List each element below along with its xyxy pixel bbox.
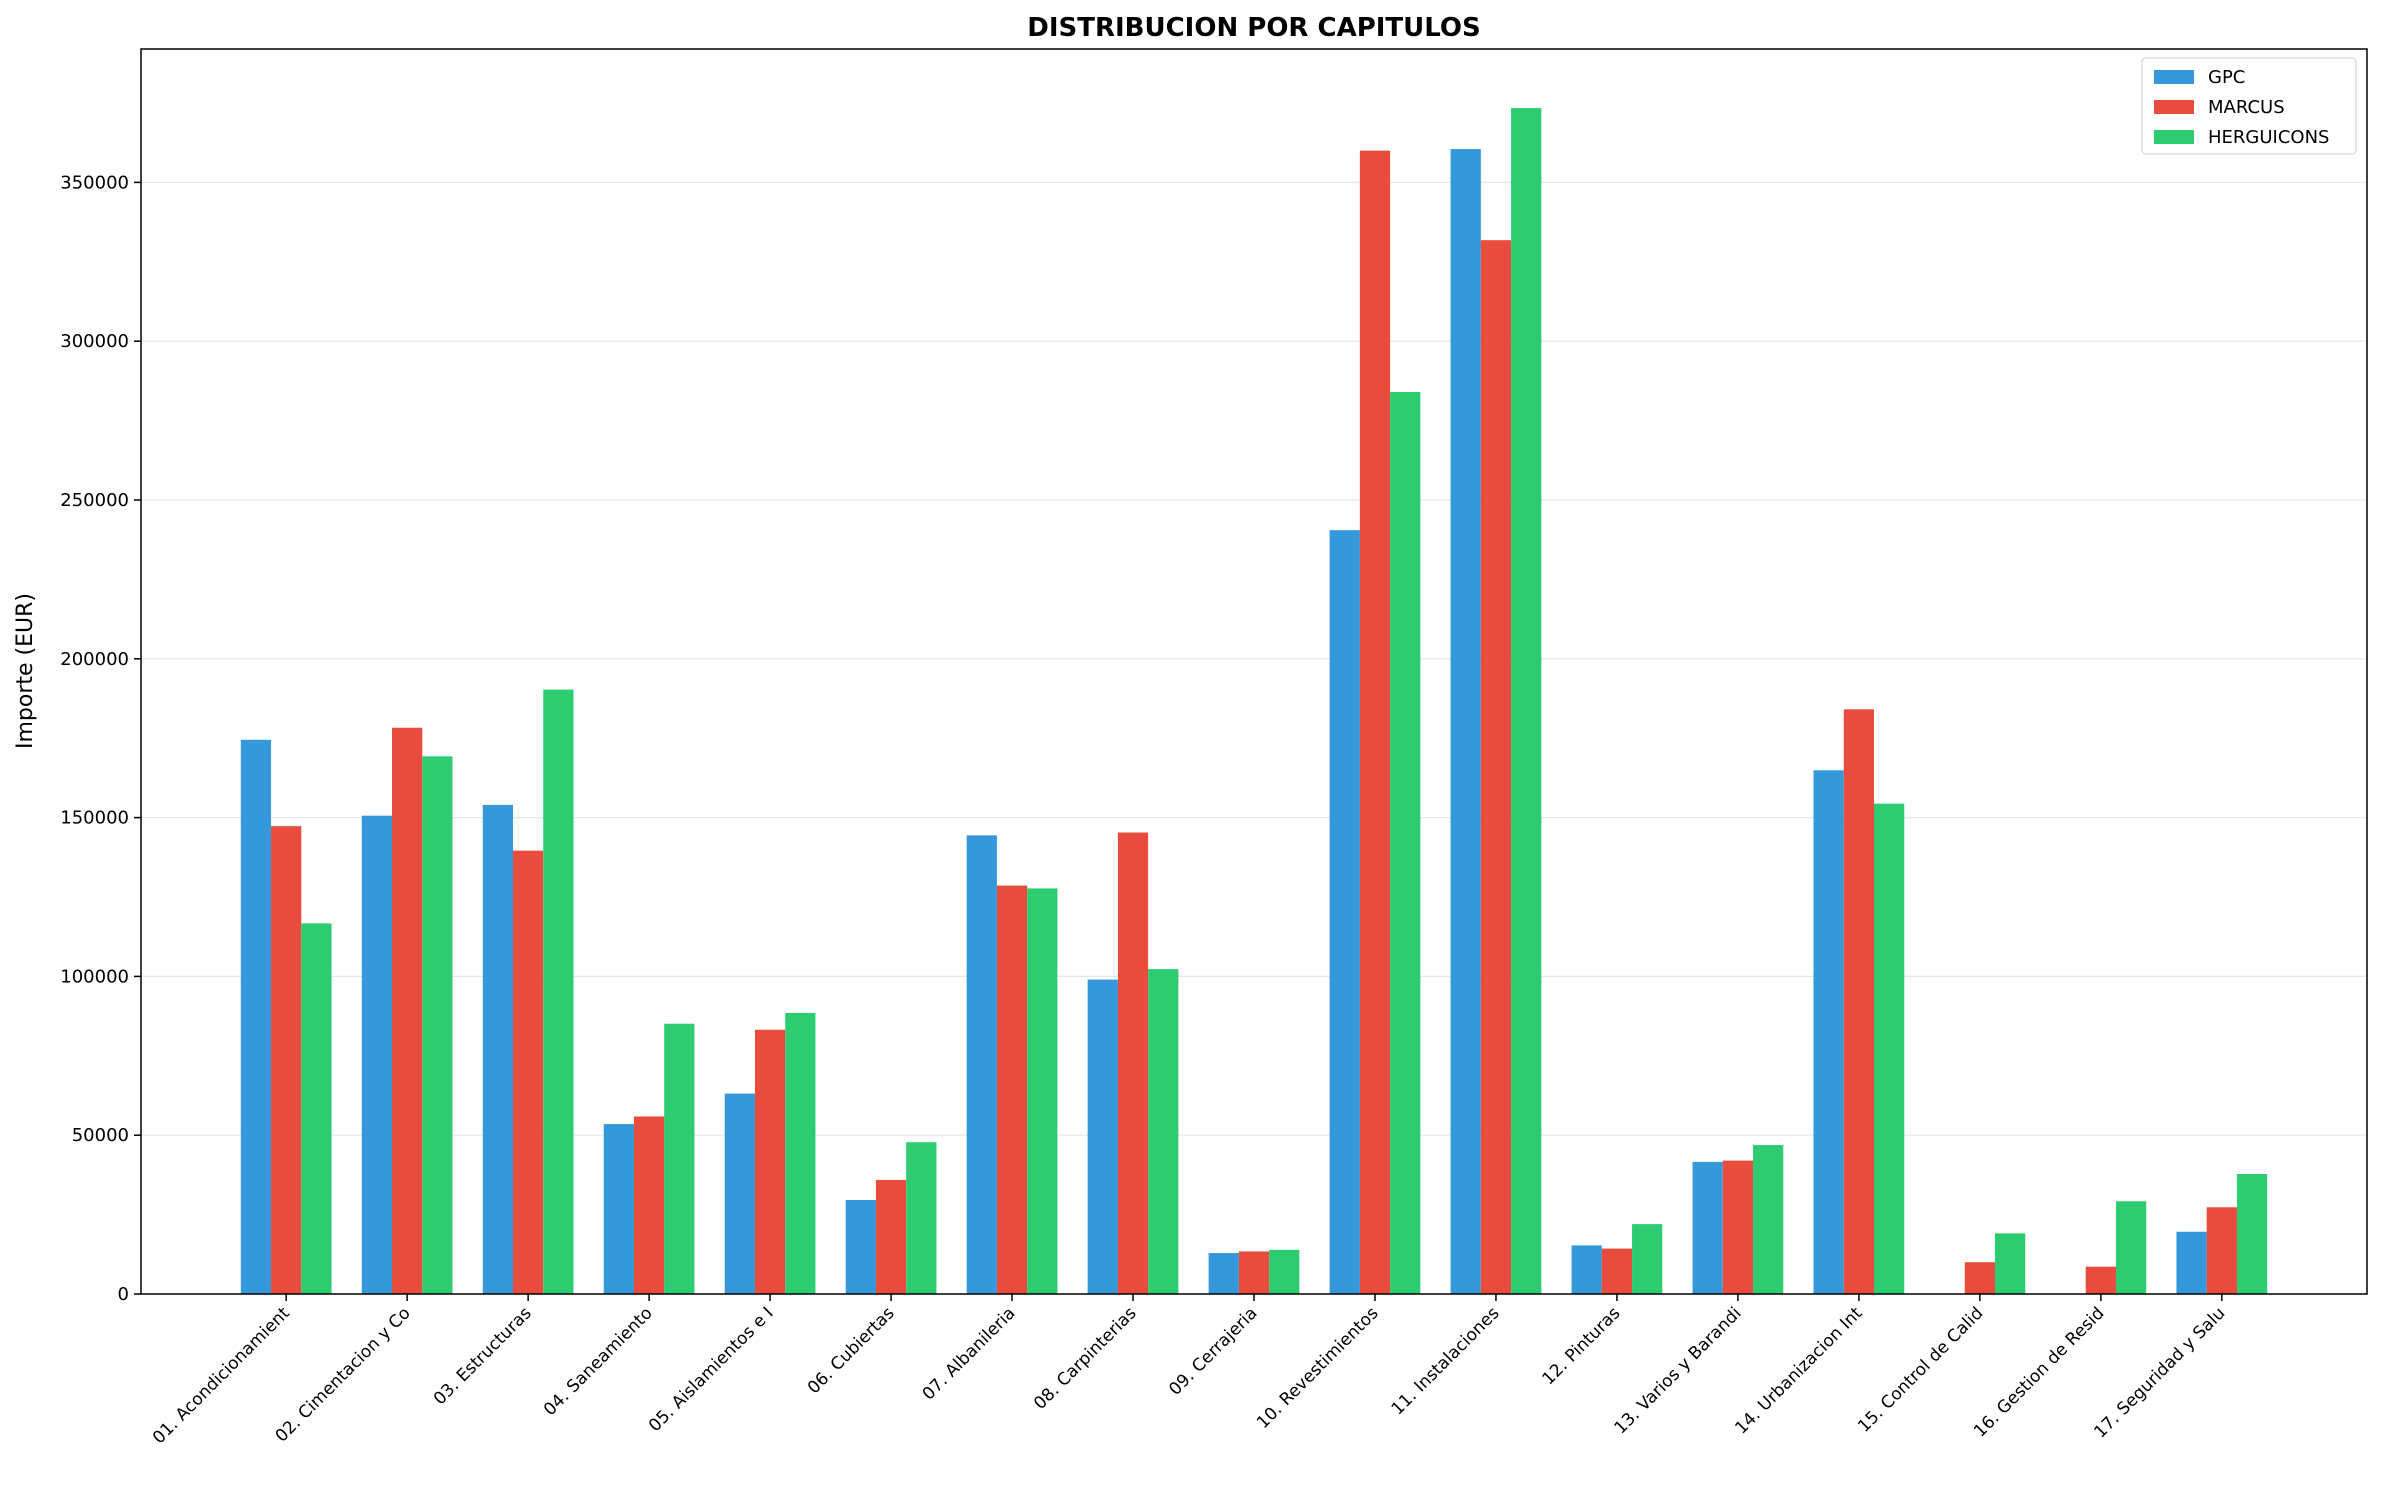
chart-title: DISTRIBUCION POR CAPITULOS xyxy=(1027,13,1481,43)
y-tick-label: 150000 xyxy=(60,808,129,829)
bar-gpc-11 xyxy=(1450,149,1481,1294)
bar-marcus-6 xyxy=(875,1179,907,1294)
bar-herguicons-7 xyxy=(1027,888,1058,1294)
bar-herguicons-1 xyxy=(301,923,332,1294)
x-tick-label: 04. Saneamiento xyxy=(540,1303,657,1420)
y-tick-label: 250000 xyxy=(60,490,129,511)
bar-marcus-10 xyxy=(1359,150,1391,1294)
bar-herguicons-5 xyxy=(785,1012,816,1294)
bar-gpc-10 xyxy=(1329,530,1360,1294)
x-tick-label: 10. Revestimientos xyxy=(1253,1303,1383,1433)
y-tick-label: 0 xyxy=(118,1284,129,1305)
bar-herguicons-8 xyxy=(1148,969,1179,1294)
bar-gpc-12 xyxy=(1571,1245,1602,1294)
bar-gpc-13 xyxy=(1692,1161,1723,1294)
bar-gpc-8 xyxy=(1087,979,1118,1294)
bar-herguicons-6 xyxy=(906,1142,937,1294)
bar-gpc-7 xyxy=(966,835,997,1294)
x-tick-label: 12. Pinturas xyxy=(1539,1303,1625,1389)
legend-label: MARCUS xyxy=(2208,97,2285,118)
bar-marcus-3 xyxy=(513,850,544,1294)
x-tick-label: 14. Urbanizacion Int xyxy=(1731,1303,1866,1438)
bar-gpc-14 xyxy=(1813,770,1844,1294)
bar-marcus-9 xyxy=(1238,1251,1270,1294)
bar-marcus-15 xyxy=(1964,1262,1995,1294)
bar-gpc-4 xyxy=(603,1124,634,1294)
x-tick-label: 17. Seguridad y Salu xyxy=(2090,1303,2229,1442)
y-tick-label: 350000 xyxy=(60,172,129,193)
bar-marcus-13 xyxy=(1722,1160,1754,1294)
y-tick-label: 50000 xyxy=(72,1125,129,1146)
y-tick-label: 100000 xyxy=(60,966,129,987)
bar-marcus-17 xyxy=(2206,1207,2237,1294)
x-tick-label: 09. Cerrajeria xyxy=(1165,1303,1261,1399)
bar-herguicons-11 xyxy=(1511,108,1542,1295)
x-tick-label: 07. Albanileria xyxy=(919,1303,1020,1404)
x-tick-label: 16. Gestion de Resid xyxy=(1970,1303,2108,1441)
bar-marcus-4 xyxy=(633,1116,665,1294)
bar-herguicons-4 xyxy=(664,1023,695,1294)
bar-marcus-1 xyxy=(271,826,302,1294)
bar-marcus-7 xyxy=(996,885,1028,1294)
bar-gpc-9 xyxy=(1208,1253,1239,1294)
plot-frame xyxy=(140,48,2368,1295)
bar-herguicons-3 xyxy=(543,689,574,1294)
legend: GPC MARCUS HERGUICONS xyxy=(2141,57,2357,155)
bar-marcus-16 xyxy=(2085,1266,2116,1294)
x-tick-label: 11. Instalaciones xyxy=(1388,1303,1504,1419)
legend-label: GPC xyxy=(2208,67,2245,88)
legend-swatch-herguicons xyxy=(2154,130,2194,144)
bar-herguicons-17 xyxy=(2236,1173,2268,1294)
x-tick-label: 06. Cubiertas xyxy=(804,1303,899,1398)
bar-marcus-14 xyxy=(1843,709,1875,1294)
bar-herguicons-9 xyxy=(1269,1249,1300,1294)
bar-gpc-1 xyxy=(240,739,272,1294)
x-tick-label: 05. Aislamientos e I xyxy=(645,1303,778,1436)
bar-herguicons-14 xyxy=(1874,803,1905,1294)
bar-herguicons-12 xyxy=(1632,1224,1663,1294)
bar-herguicons-15 xyxy=(1994,1233,2026,1294)
bar-gpc-17 xyxy=(2176,1231,2207,1294)
bar-gpc-5 xyxy=(724,1093,755,1294)
bar-herguicons-10 xyxy=(1390,392,1421,1294)
bar-gpc-6 xyxy=(845,1199,876,1294)
bar-gpc-2 xyxy=(361,815,393,1294)
y-tick-label: 200000 xyxy=(60,649,129,670)
legend-box xyxy=(2141,57,2357,155)
x-tick-label: 03. Estructuras xyxy=(430,1303,536,1409)
bar-marcus-8 xyxy=(1117,832,1149,1294)
y-tick-label: 300000 xyxy=(60,331,129,352)
bar-marcus-2 xyxy=(392,727,423,1294)
bar-marcus-11 xyxy=(1480,240,1512,1295)
legend-swatch-marcus xyxy=(2154,100,2194,114)
x-tick-label: 13. Varios y Barandi xyxy=(1611,1303,1746,1438)
bar-marcus-12 xyxy=(1601,1248,1633,1294)
bar-herguicons-13 xyxy=(1753,1145,1784,1294)
bar-herguicons-16 xyxy=(2115,1201,2147,1294)
x-tick-label: 02. Cimentacion y Co xyxy=(272,1303,415,1446)
x-tick-label: 15. Control de Calid xyxy=(1854,1303,1987,1436)
bar-herguicons-2 xyxy=(422,756,453,1294)
legend-swatch-gpc xyxy=(2154,70,2194,84)
y-axis-label: Importe (EUR) xyxy=(13,593,38,749)
bar-marcus-5 xyxy=(754,1029,786,1294)
x-tick-label: 01. Acondicionamient xyxy=(149,1303,294,1448)
legend-label: HERGUICONS xyxy=(2208,127,2329,148)
bar-gpc-3 xyxy=(482,804,514,1294)
x-tick-label: 08. Carpinterias xyxy=(1030,1303,1140,1413)
